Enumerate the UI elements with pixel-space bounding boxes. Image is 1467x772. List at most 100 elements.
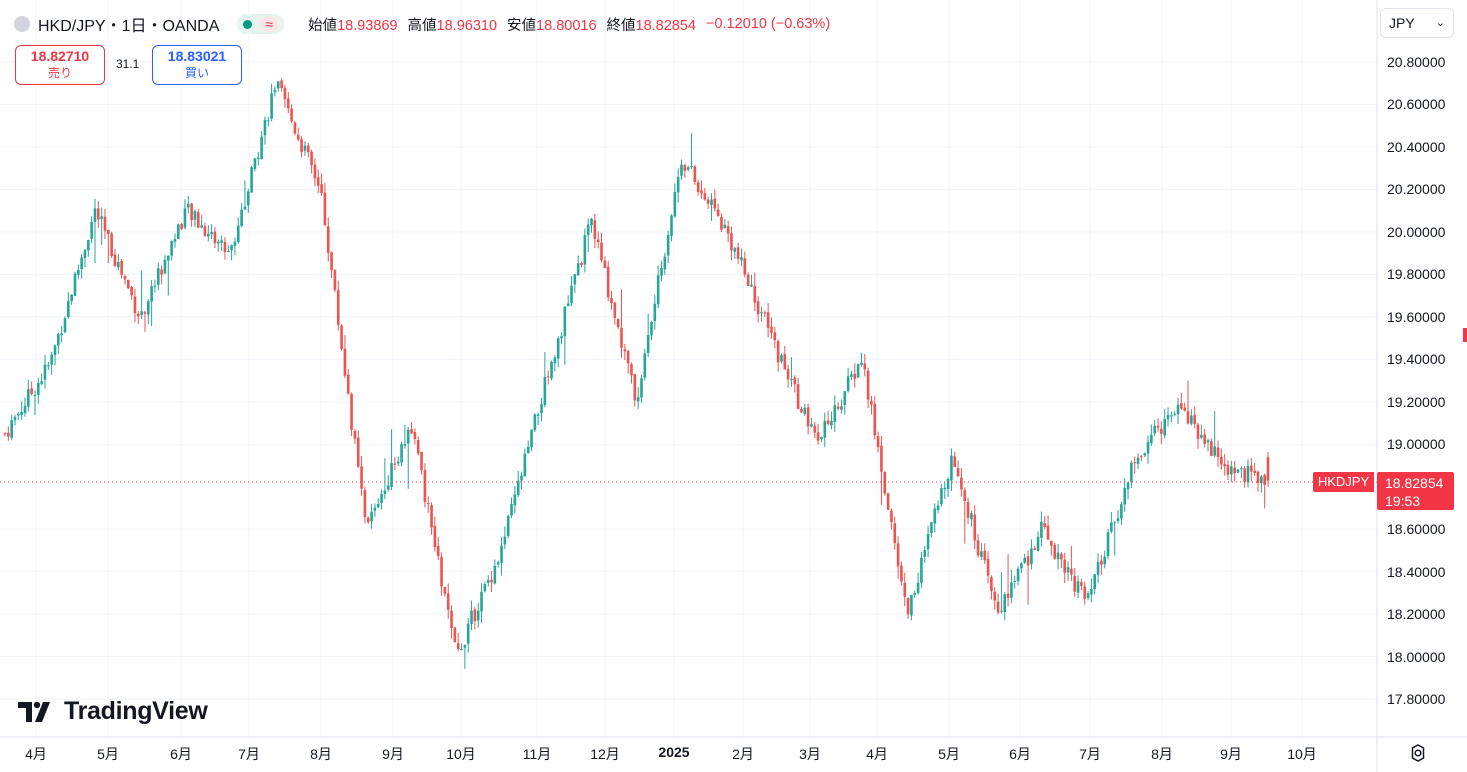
tradingview-logo[interactable]: TradingView xyxy=(18,697,208,726)
candle-up xyxy=(560,336,563,339)
candle-up xyxy=(396,461,400,464)
candle-down xyxy=(1046,525,1050,540)
currency-select[interactable]: JPY ⌄ xyxy=(1380,8,1454,38)
candle-down xyxy=(343,348,347,376)
candle-up xyxy=(536,414,540,416)
candle-up xyxy=(926,533,930,550)
candle-up xyxy=(750,284,753,287)
candle-down xyxy=(766,312,770,328)
time-tick-label: 2月 xyxy=(732,746,754,762)
candle-up xyxy=(273,89,277,93)
candle-down xyxy=(490,579,493,583)
buy-label: 買い xyxy=(184,66,209,80)
candle-up xyxy=(17,413,20,416)
candle-up xyxy=(1096,561,1100,575)
gear-icon[interactable] xyxy=(1408,743,1428,763)
candle-up xyxy=(243,206,247,210)
candle-down xyxy=(1043,523,1047,528)
candle-down xyxy=(293,122,297,134)
buy-button[interactable]: 18.83021 買い xyxy=(152,45,242,85)
high-label: 高値 xyxy=(407,17,437,34)
candle-up xyxy=(1230,466,1233,475)
candle-up xyxy=(100,216,103,220)
candle-down xyxy=(870,400,873,405)
price-tick-label: 20.00000 xyxy=(1387,223,1446,240)
candle-up xyxy=(1010,582,1013,598)
candle-down xyxy=(903,582,907,597)
candle-down xyxy=(1256,471,1260,484)
candle-up xyxy=(1170,415,1173,417)
candle-up xyxy=(476,610,480,621)
candle-up xyxy=(1040,521,1043,538)
candle-up xyxy=(1013,580,1017,582)
alert-marker[interactable] xyxy=(1463,328,1467,342)
candle-down xyxy=(1070,568,1073,575)
time-tick-label: 3月 xyxy=(799,746,821,762)
market-status-badge[interactable]: ≈ xyxy=(237,14,285,34)
symbol-price-tag: HKDJPY xyxy=(1313,472,1374,492)
candle-up xyxy=(1016,568,1020,582)
candle-down xyxy=(1033,548,1037,550)
candle-up xyxy=(1120,504,1123,519)
candle-up xyxy=(150,286,153,302)
sell-button[interactable]: 18.82710 売り xyxy=(15,45,105,85)
candle-down xyxy=(626,350,630,364)
time-tick-label: 4月 xyxy=(25,746,47,762)
candle-down xyxy=(123,276,127,280)
candle-down xyxy=(1223,464,1226,467)
candle-down xyxy=(793,377,797,385)
candle-up xyxy=(260,136,263,160)
candle-down xyxy=(1183,407,1186,411)
candle-down xyxy=(683,165,687,171)
candle-up xyxy=(1103,556,1107,565)
candle-down xyxy=(956,468,960,477)
candle-up xyxy=(206,233,210,237)
candle-up xyxy=(513,494,517,506)
candle-down xyxy=(7,432,10,437)
candle-down xyxy=(1133,462,1137,464)
candle-up xyxy=(1206,440,1210,443)
candle-down xyxy=(103,216,107,231)
candle-up xyxy=(566,303,570,307)
candle-down xyxy=(746,274,750,286)
candle-down xyxy=(756,301,760,315)
candle-up xyxy=(1146,441,1150,454)
time-tick-label: 10月 xyxy=(1287,746,1317,762)
candle-down xyxy=(906,598,910,615)
close-value: 18.82854 xyxy=(635,17,696,34)
candle-up xyxy=(480,591,483,612)
candle-up xyxy=(913,593,917,596)
price-tick-label: 18.00000 xyxy=(1387,648,1446,665)
candle-up xyxy=(93,208,97,222)
candle-up xyxy=(1126,482,1130,490)
candle-up xyxy=(173,238,177,242)
price-tick-label: 20.80000 xyxy=(1387,54,1446,70)
candle-up xyxy=(930,522,933,534)
candle-down xyxy=(1083,586,1087,600)
candle-down xyxy=(1243,468,1246,482)
symbol-title[interactable]: HKD/JPY・1日・OANDA xyxy=(38,18,220,35)
candle-up xyxy=(386,485,390,490)
candle-down xyxy=(580,262,583,265)
candle-up xyxy=(246,191,250,206)
candle-up xyxy=(263,119,267,136)
candle-down xyxy=(283,87,287,100)
candle-up xyxy=(256,157,260,160)
candle-up xyxy=(1236,469,1240,473)
candle-up xyxy=(833,405,837,422)
candle-down xyxy=(203,226,207,236)
time-tick-label: 7月 xyxy=(238,746,260,762)
time-tick-label: 6月 xyxy=(170,746,192,762)
candle-down xyxy=(107,229,110,235)
candle-up xyxy=(406,429,410,444)
candle-down xyxy=(113,254,117,267)
candle-down xyxy=(130,287,133,296)
candle-down xyxy=(473,609,477,622)
candle-down xyxy=(346,374,350,394)
candle-up xyxy=(840,406,843,410)
candle-down xyxy=(853,373,857,379)
candle-up xyxy=(1036,536,1040,551)
candle-up xyxy=(77,269,80,275)
candle-down xyxy=(1053,544,1057,559)
